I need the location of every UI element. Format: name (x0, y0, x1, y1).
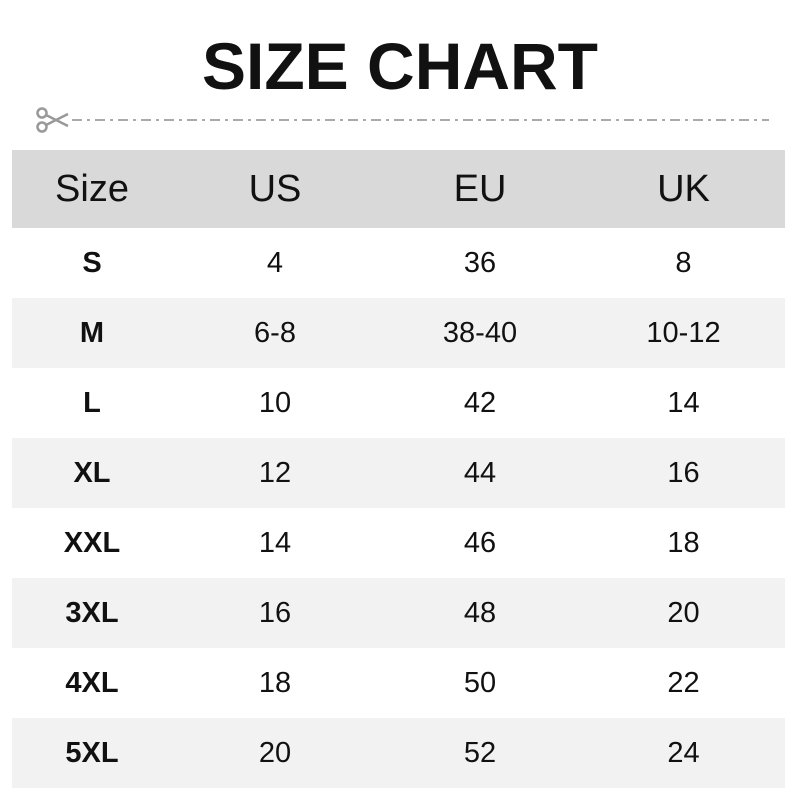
cell-size: XL (73, 456, 111, 489)
cell-us: 4 (266, 246, 284, 279)
scissors-icon (36, 107, 69, 133)
cell-uk: 14 (667, 386, 700, 419)
header-eu: EU (453, 167, 507, 210)
cell-uk: 10-12 (646, 316, 721, 349)
header-us: US (248, 167, 302, 210)
cell-uk: 22 (667, 666, 700, 699)
header-size: Size (55, 167, 129, 210)
cell-eu: 38-40 (442, 316, 518, 349)
cell-us: 6-8 (254, 316, 296, 349)
cell-us: 12 (258, 456, 292, 489)
cell-eu: 52 (463, 736, 497, 769)
cell-us: 14 (258, 526, 292, 559)
cell-us: 16 (258, 596, 292, 629)
cut-line (36, 107, 769, 133)
table-row: L 10 42 14 (12, 368, 785, 438)
cell-eu: 48 (463, 596, 497, 629)
table-header: Size US EU UK (12, 150, 785, 228)
table-row: 4XL 18 50 22 (12, 648, 785, 718)
cell-size: S (82, 246, 102, 279)
cell-size: 5XL (65, 736, 119, 769)
cell-uk: 8 (675, 246, 692, 279)
table-row: S 4 36 8 (12, 228, 785, 298)
cell-us: 10 (258, 386, 292, 419)
cell-eu: 50 (463, 666, 497, 699)
cell-uk: 16 (667, 456, 700, 489)
table-row: 5XL 20 52 24 (12, 718, 785, 788)
table-row: 3XL 16 48 20 (12, 578, 785, 648)
cell-size: 3XL (65, 596, 119, 629)
cell-us: 20 (258, 736, 292, 769)
table-row: XL 12 44 16 (12, 438, 785, 508)
cell-eu: 42 (463, 386, 497, 419)
cell-eu: 36 (463, 246, 497, 279)
cell-uk: 20 (667, 596, 700, 629)
size-table: Size US EU UK S 4 36 8 M 6-8 38-40 10-12 L 10 42 14… (12, 150, 785, 788)
cell-size: 4XL (65, 666, 119, 699)
cell-eu: 46 (463, 526, 497, 559)
cell-eu: 44 (463, 456, 497, 489)
table-row: M 6-8 38-40 10-12 (12, 298, 785, 368)
cell-uk: 18 (667, 526, 700, 559)
table-row: XXL 14 46 18 (12, 508, 785, 578)
page-title: SIZE CHART (202, 29, 598, 103)
cell-us: 18 (258, 666, 292, 699)
cell-size: M (79, 316, 105, 349)
cell-uk: 24 (667, 736, 700, 769)
cell-size: XXL (63, 526, 121, 559)
cell-size: L (83, 386, 101, 419)
header-uk: UK (657, 167, 710, 210)
